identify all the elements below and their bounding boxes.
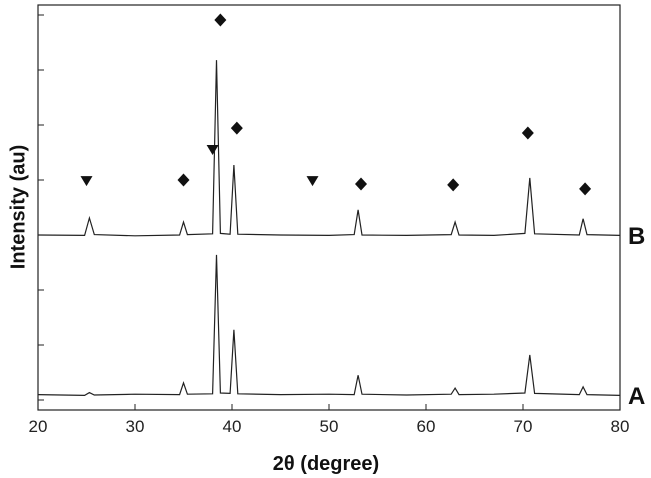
triangle-marker bbox=[206, 144, 219, 155]
x-tick-label: 30 bbox=[126, 417, 145, 436]
diamond-marker bbox=[521, 126, 534, 140]
diamond-marker bbox=[214, 13, 227, 27]
x-axis-label: 2θ (degree) bbox=[273, 453, 379, 475]
x-tick-label: 70 bbox=[514, 417, 533, 436]
x-tick-label: 80 bbox=[611, 417, 630, 436]
x-tick-label: 20 bbox=[29, 417, 48, 436]
trace bbox=[37, 254, 621, 397]
x-tick-label: 50 bbox=[320, 417, 339, 436]
series-label: B bbox=[628, 223, 645, 250]
x-tick-label: 60 bbox=[417, 417, 436, 436]
series-label: A bbox=[628, 383, 645, 410]
triangle-marker bbox=[306, 176, 319, 187]
trace bbox=[37, 60, 621, 237]
y-axis-label: Intensity (au) bbox=[7, 145, 29, 269]
diamond-marker bbox=[230, 121, 243, 135]
diamond-marker bbox=[177, 173, 190, 187]
diamond-marker bbox=[447, 178, 460, 192]
x-tick-label: 40 bbox=[223, 417, 242, 436]
y-ticks bbox=[38, 14, 44, 401]
diamond-marker bbox=[355, 177, 368, 191]
triangle-marker bbox=[80, 176, 93, 187]
diamond-marker bbox=[579, 182, 592, 196]
